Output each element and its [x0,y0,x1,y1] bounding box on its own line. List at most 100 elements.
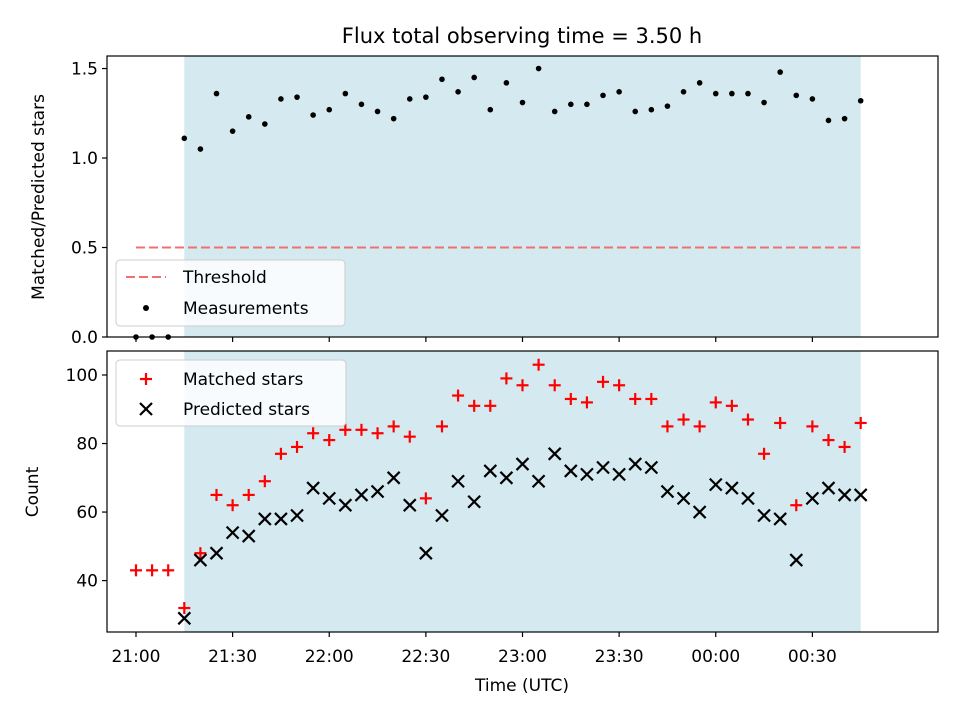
predicted-star-point [177,611,192,626]
top-plot-frame [106,55,939,338]
measurement-point [616,88,622,95]
matched-star-point [758,447,771,460]
matched-stars-series [129,358,867,615]
top-y-tick-label: 1.0 [71,149,98,169]
matched-star-point [274,447,287,460]
matched-star-point [709,396,722,409]
matched-star-point [725,399,738,412]
measurement-point [825,117,832,124]
measurement-point [310,112,316,118]
predicted-star-point [354,488,369,502]
predicted-star-point [386,471,401,485]
measurement-point [745,90,751,97]
bottom-plot-frame [106,350,939,633]
predicted-star-point [564,464,578,478]
measurement-point [374,108,381,115]
matched-star-point [484,399,497,412]
measurement-point [294,94,300,100]
matched-star-point [242,488,255,501]
measurement-point [568,101,574,108]
legend-predicted-label: Predicted stars [183,400,310,420]
predicted-star-point [499,471,514,485]
measurement-point [632,108,639,115]
x-axis-label: Time (UTC) [474,676,569,696]
predicted-star-point [789,553,804,567]
predicted-star-point [419,546,433,560]
measurement-point [326,106,333,113]
measurement-point [503,80,510,86]
x-tick-label: 23:00 [498,647,547,667]
matched-star-point [500,372,513,385]
matched-star-point [548,379,561,392]
legend-threshold-label: Threshold [182,268,267,288]
top-panel: 0.0 0.5 1.0 1.5 Matched/Predicted stars Thr… [29,55,939,348]
bottom-legend-box [115,359,347,427]
matched-star-point [645,392,658,405]
matched-star-point [146,564,159,577]
measurement-point [455,88,461,95]
measurement-point [342,90,349,97]
predicted-star-point [676,491,691,506]
matched-star-point [854,416,867,429]
measurement-point [584,101,590,108]
predicted-star-point [612,467,626,482]
measurement-point [245,114,252,120]
measurement-point [777,69,783,75]
measurement-point [729,90,735,97]
measurement-point [197,146,204,152]
measurement-point [600,92,606,99]
predicted-star-point [306,481,320,495]
matched-star-point [323,434,336,447]
predicted-star-point [274,512,288,526]
predicted-star-point [483,464,498,478]
predicted-star-point [580,467,594,482]
matched-star-point [210,488,223,501]
matched-star-point [419,492,432,505]
top-y-tick-label: 1.5 [71,60,98,80]
top-legend: Threshold Measurements [115,259,346,327]
predicted-star-point [708,477,723,492]
measurement-point [262,121,268,127]
measurement-point [551,108,558,115]
measurement-point [181,135,188,142]
matched-star-point [291,440,304,453]
measurement-point [390,115,397,122]
predicted-star-point [322,491,337,506]
predicted-star-point [853,488,868,502]
predicted-star-point [258,512,272,526]
top-y-label: Matched/Predicted stars [29,94,49,300]
measurements-series [133,65,864,340]
measurement-point [487,106,494,113]
predicted-star-point [660,484,675,499]
bottom-panel: 40 60 80 100 21:00 21:30 22:00 22:30 23:00 23:30… [23,350,939,696]
matched-star-point [661,420,674,433]
predicted-star-point [467,495,481,509]
predicted-star-point [547,447,562,461]
predicted-star-point [370,484,385,499]
predicted-star-point [596,460,610,475]
matched-star-point [613,379,626,392]
matched-star-point [790,499,803,512]
measurement-point [648,106,655,113]
x-tick-label: 22:30 [401,647,450,667]
predicted-star-point [515,457,530,471]
matched-star-point [838,440,851,453]
chart-title: Flux total observing time = 3.50 h [342,24,702,48]
predicted-star-point [435,508,449,523]
bottom-y-tick-label: 100 [66,366,98,386]
matched-star-point [597,375,610,388]
predicted-star-point [209,546,224,560]
predicted-star-point [837,488,852,502]
measurement-point [841,115,848,122]
matched-star-point [178,602,191,615]
top-y-axis: 0.0 0.5 1.0 1.5 [71,60,107,348]
matched-star-point [226,499,239,512]
matched-star-point [387,420,400,433]
top-x-ticks [135,337,813,342]
top-y-tick-label: 0.0 [71,328,98,348]
predicted-star-point [692,505,707,519]
predicted-stars-series [177,447,868,626]
measurement-point [439,76,445,83]
predicted-star-point [725,481,739,495]
